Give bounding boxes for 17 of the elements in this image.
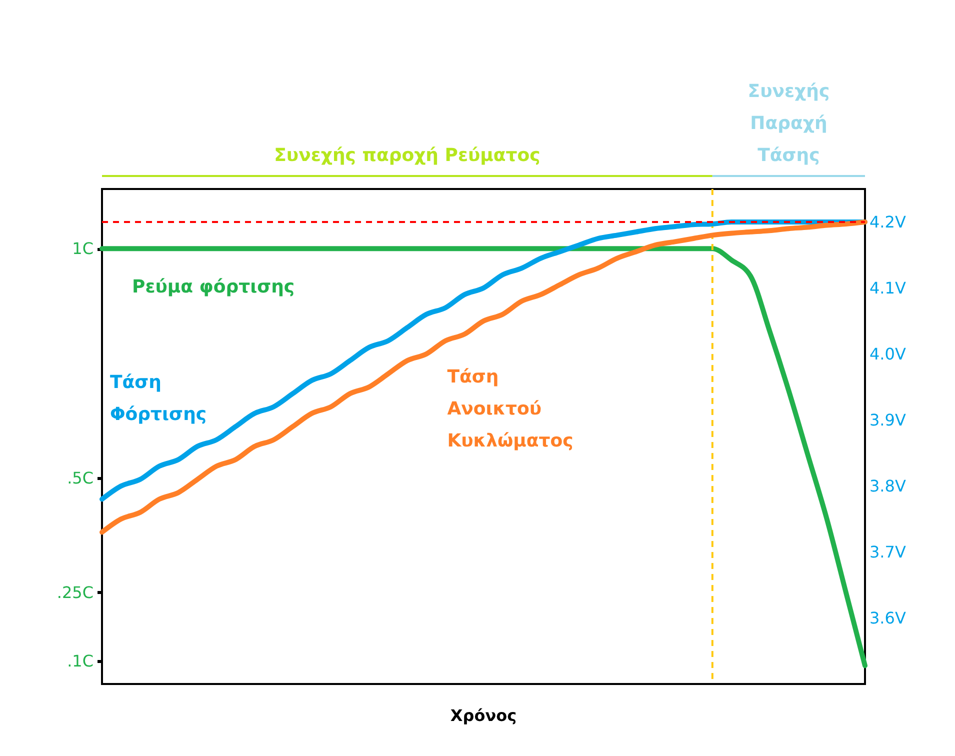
series-label: Τάση Ανοικτού Κυκλώματος (447, 366, 574, 452)
y2-tick-label: 4.0V (870, 344, 906, 364)
x-axis-title: Χρόνος (450, 706, 517, 725)
y2-tick-label: 3.9V (870, 410, 906, 430)
y2-tick-label: 3.8V (870, 476, 906, 496)
text: Συνεχής παροχή Ρεύματος (274, 145, 540, 166)
series-label: Ρεύμα φόρτισης (132, 276, 295, 298)
y-tick-label: .25C (56, 582, 94, 602)
y2-tick-label: 4.2V (870, 212, 906, 232)
y-tick-label: .5C (67, 468, 94, 488)
y-tick-label: 1C (72, 239, 94, 258)
text: Συνεχής Παραχή Τάσης (748, 81, 830, 166)
y2-tick-label: 3.6V (870, 608, 906, 628)
y2-tick-label: 4.1V (870, 278, 906, 298)
y2-tick-label: 3.7V (870, 542, 906, 562)
y-tick-label: .1C (67, 652, 94, 671)
series-label: Τάση Φόρτισης (110, 372, 207, 426)
